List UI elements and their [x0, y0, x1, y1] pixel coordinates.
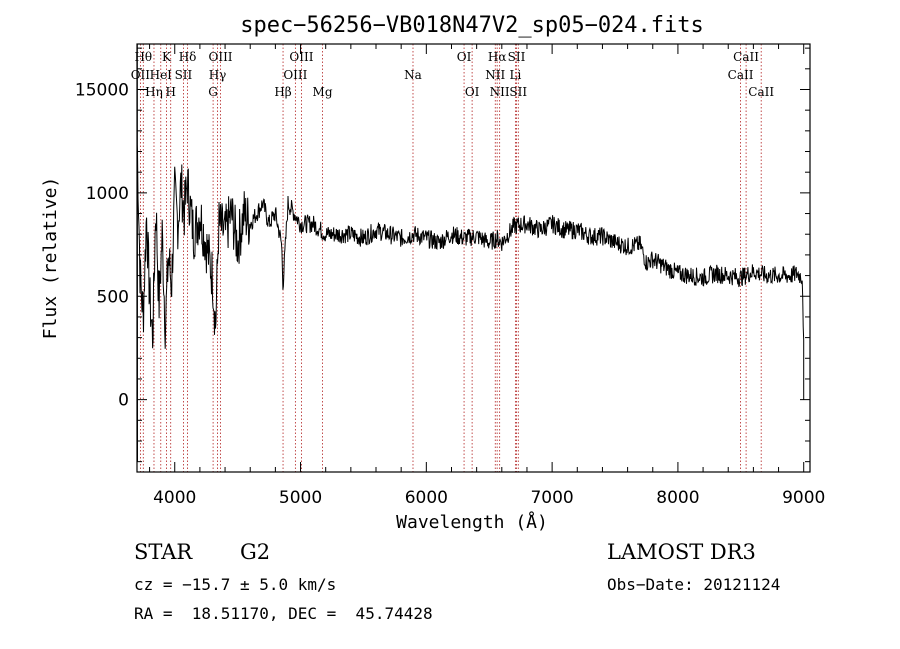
line-label-12: OIII	[289, 50, 313, 64]
line-label-16: OI	[457, 50, 472, 64]
x-tick-label-3: 7000	[530, 488, 573, 508]
coordinates: RA = 18.51170, DEC = 45.74428	[134, 604, 433, 623]
line-label-20: NII	[490, 85, 510, 99]
observation-date: Obs−Date: 20121124	[607, 575, 781, 594]
line-label-23: SII	[509, 85, 527, 99]
x-tick-label-4: 8000	[656, 488, 699, 508]
x-axis-label: Wavelength (Å)	[396, 511, 548, 533]
x-tick-label-1: 5000	[279, 488, 322, 508]
plot-frame	[136, 43, 811, 473]
survey-name: LAMOST DR3	[607, 540, 756, 564]
line-label-24: CaII	[733, 50, 759, 64]
y-tick-label-1: 500	[97, 287, 129, 307]
y-axis: 0 500 1000 15000	[75, 47, 810, 463]
line-label-11: Hβ	[274, 85, 291, 99]
line-label-17: OI	[465, 85, 480, 99]
line-label-14: Mg	[313, 85, 333, 99]
line-label-9: Hγ	[209, 68, 227, 82]
line-label-19: NII	[485, 68, 505, 82]
line-label-1: OII	[131, 68, 151, 82]
x-tick-label-0: 4000	[153, 488, 196, 508]
line-label-2: Hη	[145, 85, 163, 99]
line-label-18: Hα	[488, 50, 507, 64]
x-axis: 4000 5000 6000 7000 8000 9000	[149, 44, 825, 508]
line-label-22: Li	[509, 68, 521, 82]
line-label-15: Na	[404, 68, 422, 82]
line-label-3: HeI	[150, 68, 173, 82]
line-label-8: OIII	[208, 50, 232, 64]
redshift-velocity: cz = −15.7 ± 5.0 km/s	[134, 575, 337, 594]
y-axis-label: Flux (relative)	[40, 177, 61, 340]
object-class: STAR	[134, 540, 193, 564]
x-tick-label-2: 6000	[405, 488, 448, 508]
line-label-7: Hδ	[179, 50, 197, 64]
y-tick-label-3: 15000	[75, 80, 129, 100]
flux-series-line	[136, 43, 805, 462]
line-label-13: OIII	[283, 68, 307, 82]
emission-line-markers	[139, 44, 762, 472]
line-label-5: H	[165, 85, 175, 99]
line-label-21: SII	[508, 50, 526, 64]
line-label-25: CaII	[728, 68, 754, 82]
object-subclass: G2	[240, 540, 271, 564]
y-tick-label-2: 1000	[86, 184, 129, 204]
y-tick-label-0: 0	[118, 391, 129, 411]
line-label-4: K	[162, 50, 172, 64]
chart-title: spec−56256−VB018N47V2_sp05−024.fits	[240, 13, 704, 38]
line-label-10: G	[208, 85, 218, 99]
line-label-0: Hθ	[134, 50, 152, 64]
x-tick-label-5: 9000	[782, 488, 825, 508]
line-label-6: SII	[175, 68, 193, 82]
line-label-26: CaII	[748, 85, 774, 99]
